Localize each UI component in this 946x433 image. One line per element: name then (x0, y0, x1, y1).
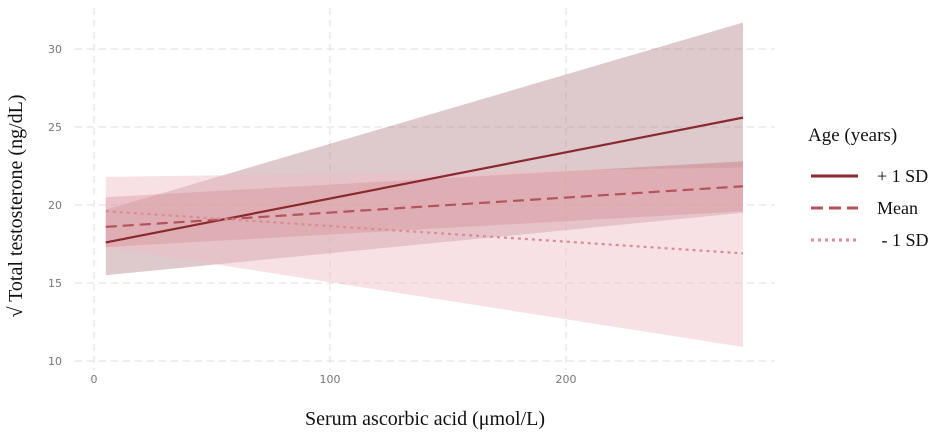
regression-lines (105, 116, 744, 255)
x-axis-title: Serum ascorbic acid (μmol/L) (305, 408, 545, 430)
series-line-1 (105, 185, 744, 228)
confidence-band-2 (105, 167, 744, 347)
confidence-band-1 (105, 161, 744, 248)
y-tick-label: 10 (48, 355, 62, 368)
series-line-0 (105, 116, 744, 244)
x-tick-label: 100 (320, 373, 341, 386)
y-axis-title: √ Total testosterone (ng/dL) (5, 94, 27, 317)
confidence-bands (105, 22, 744, 347)
series-line-2 (105, 210, 744, 255)
tick-labels: 10 15 20 25 30 0 100 200 (48, 43, 577, 386)
legend-title: Age (years) (808, 125, 897, 146)
x-tick-label: 0 (91, 373, 98, 386)
y-tick-label: 25 (48, 121, 62, 134)
grid (75, 8, 775, 370)
legend-label-2: - 1 SD (877, 230, 929, 250)
y-tick-label: 15 (48, 277, 62, 290)
x-tick-label: 200 (556, 373, 577, 386)
y-tick-label: 30 (48, 43, 62, 56)
legend-label-1: Mean (877, 198, 918, 218)
legend-label-0: + 1 SD (877, 166, 928, 186)
y-tick-label: 20 (48, 199, 62, 212)
legend: Age (years) + 1 SD Mean - 1 SD (808, 125, 929, 250)
